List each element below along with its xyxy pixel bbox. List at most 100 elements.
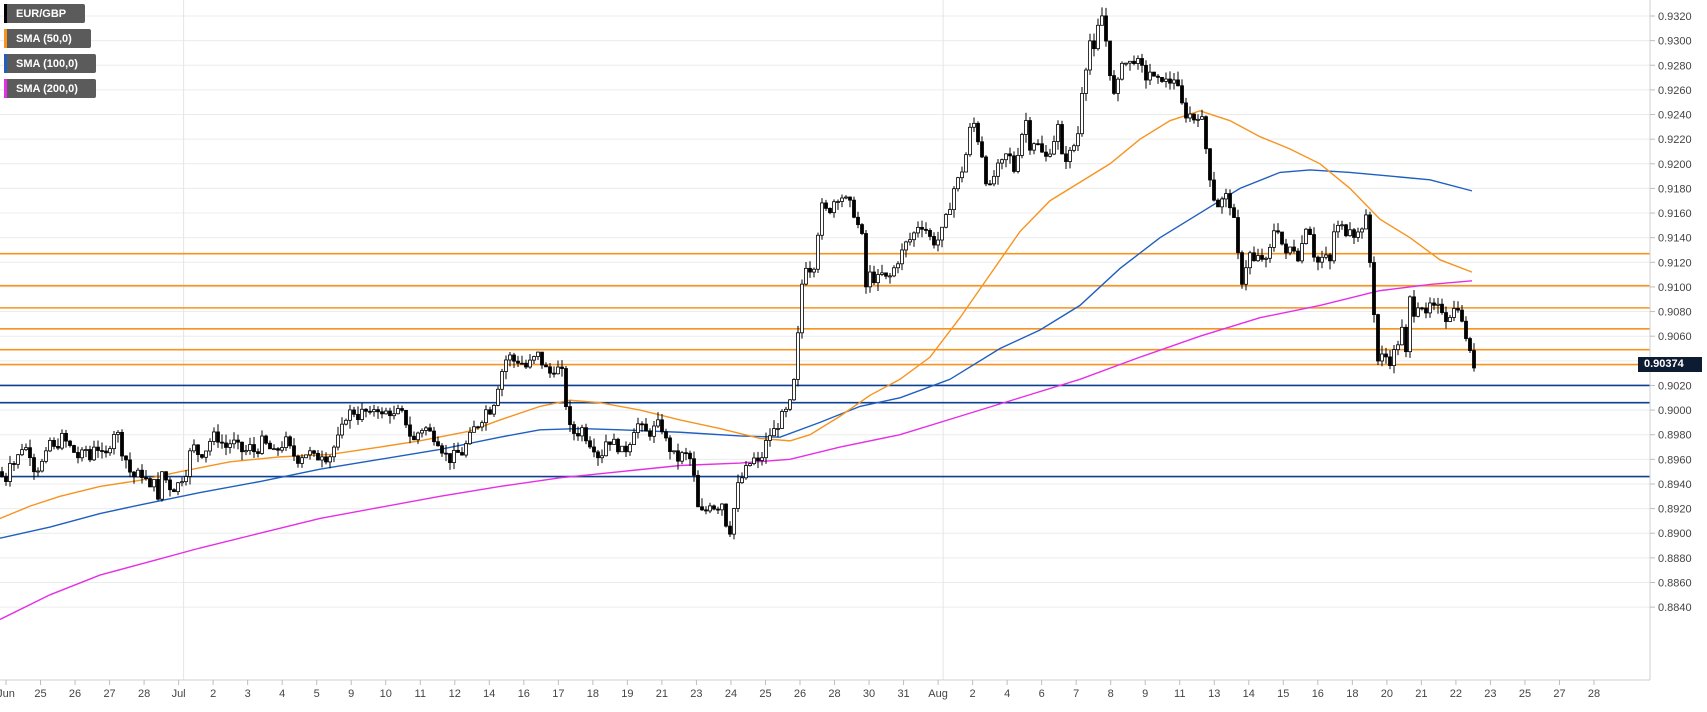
- candle-body-up: [1136, 58, 1140, 64]
- candle-body-up: [912, 232, 916, 241]
- candle-body-up: [656, 419, 660, 427]
- candle-body-down: [1280, 231, 1284, 245]
- candle-body-up: [1000, 159, 1004, 164]
- candle-body-down: [1132, 60, 1136, 64]
- candle-body-down: [552, 372, 556, 375]
- candle-body-up: [232, 439, 236, 445]
- candle-body-up: [1336, 225, 1340, 233]
- candle-body-down: [520, 362, 524, 365]
- candle-body-up: [416, 432, 420, 441]
- candle-body-down: [544, 364, 548, 368]
- candle-body-up: [804, 267, 808, 285]
- y-axis-ticks: 0.9320 0.9300 0.9280 0.9260 0.9240 0.9220 0.92…: [1650, 11, 1692, 614]
- x-tick-label: 25: [759, 688, 771, 700]
- candle-body-up: [336, 434, 340, 448]
- candle-body-down: [476, 426, 480, 429]
- candle-body-up: [1124, 62, 1128, 65]
- candle-body-up: [160, 471, 164, 500]
- legend-label: SMA (200,0): [16, 82, 78, 95]
- candle-body-up: [832, 201, 836, 214]
- candle-body-up: [796, 332, 800, 380]
- candle-body-up: [332, 446, 336, 458]
- x-tick-label: 11: [415, 688, 426, 700]
- candle-body-up: [484, 409, 488, 424]
- candle-body-up: [136, 469, 140, 478]
- y-tick-label: 0.9200: [1658, 159, 1692, 171]
- candle-body-down: [1296, 250, 1300, 262]
- candle-body-down: [268, 442, 272, 450]
- candle-body-down: [516, 360, 520, 364]
- candle-body-up: [504, 359, 508, 372]
- candle-body-down: [140, 469, 144, 478]
- x-tick-label: 28: [1588, 688, 1600, 700]
- candle-body-up: [244, 450, 248, 453]
- candle-body-down: [924, 228, 928, 231]
- candle-body-down: [976, 122, 980, 143]
- candle-body-up: [744, 465, 748, 479]
- candle-body-up: [580, 427, 584, 437]
- candle-body-down: [1468, 338, 1472, 351]
- candle-body-down: [356, 413, 360, 420]
- candle-body-down: [664, 431, 668, 439]
- candle-body-up: [496, 388, 500, 406]
- candle-body-down: [848, 196, 852, 201]
- candle-body-up: [472, 426, 476, 433]
- legend-swatch: [4, 4, 7, 23]
- candle-body-up: [940, 226, 944, 241]
- candle-body-up: [1380, 353, 1384, 362]
- candle-body-up: [1200, 116, 1204, 120]
- candle-body-up: [44, 450, 48, 462]
- x-tick-label: 21: [1415, 688, 1427, 700]
- candle-body-down: [4, 476, 8, 482]
- candle-body-down: [400, 408, 404, 411]
- candle-body-down: [172, 489, 176, 493]
- candle-body-down: [1308, 228, 1312, 235]
- candle-body-up: [204, 450, 208, 458]
- candle-body-down: [316, 452, 320, 461]
- candle-body-down: [1388, 356, 1392, 366]
- y-tick-label: 0.8860: [1658, 577, 1692, 589]
- candle-body-down: [884, 272, 888, 277]
- candle-body-down: [296, 455, 300, 464]
- candle-body-down: [1424, 307, 1428, 314]
- y-tick-label: 0.9000: [1658, 405, 1692, 417]
- candle-body-down: [1344, 224, 1348, 237]
- candle-body-up: [788, 399, 792, 410]
- legend-item-sma-100[interactable]: SMA (100,0): [4, 54, 96, 73]
- candle-body-down: [692, 458, 696, 476]
- y-tick-label: 0.9140: [1658, 233, 1692, 245]
- x-tick-label: 5: [314, 688, 320, 700]
- candle-body-up: [800, 283, 804, 334]
- x-tick-label: 14: [483, 688, 495, 700]
- candle-body-down: [1180, 85, 1184, 104]
- candle-body-down: [444, 452, 448, 455]
- candle-body-down: [76, 452, 80, 459]
- candle-body-down: [1252, 252, 1256, 262]
- candle-body-down: [196, 444, 200, 455]
- candle-body-up: [816, 234, 820, 270]
- candle-body-down: [1144, 64, 1148, 81]
- candle-body-up: [1164, 78, 1168, 82]
- candle-body-down: [0, 471, 4, 478]
- candle-body-down: [872, 271, 876, 284]
- candle-body-up: [600, 455, 604, 459]
- candle-body-down: [1012, 155, 1016, 172]
- candle-body-up: [320, 456, 324, 461]
- candle-body-up: [1448, 317, 1452, 322]
- legend-item-sma-50[interactable]: SMA (50,0): [4, 29, 91, 48]
- candle-body-up: [532, 356, 536, 361]
- candle-body-up: [116, 431, 120, 435]
- candle-body-up: [1428, 302, 1432, 314]
- candle-body-down: [660, 419, 664, 433]
- candle-body-down: [1236, 217, 1240, 254]
- y-tick-label: 0.9240: [1658, 110, 1692, 122]
- candle-body-up: [328, 456, 332, 463]
- candle-body-down: [1316, 256, 1320, 263]
- candle-body-down: [100, 450, 104, 452]
- legend-item-sma-200[interactable]: SMA (200,0): [4, 79, 96, 98]
- candle-body-up: [300, 457, 304, 464]
- candle-body-down: [412, 435, 416, 441]
- x-tick-label: Jul: [172, 688, 186, 700]
- legend-item-eurgbp[interactable]: EUR/GBP: [4, 4, 85, 23]
- candle-body-down: [1432, 302, 1436, 306]
